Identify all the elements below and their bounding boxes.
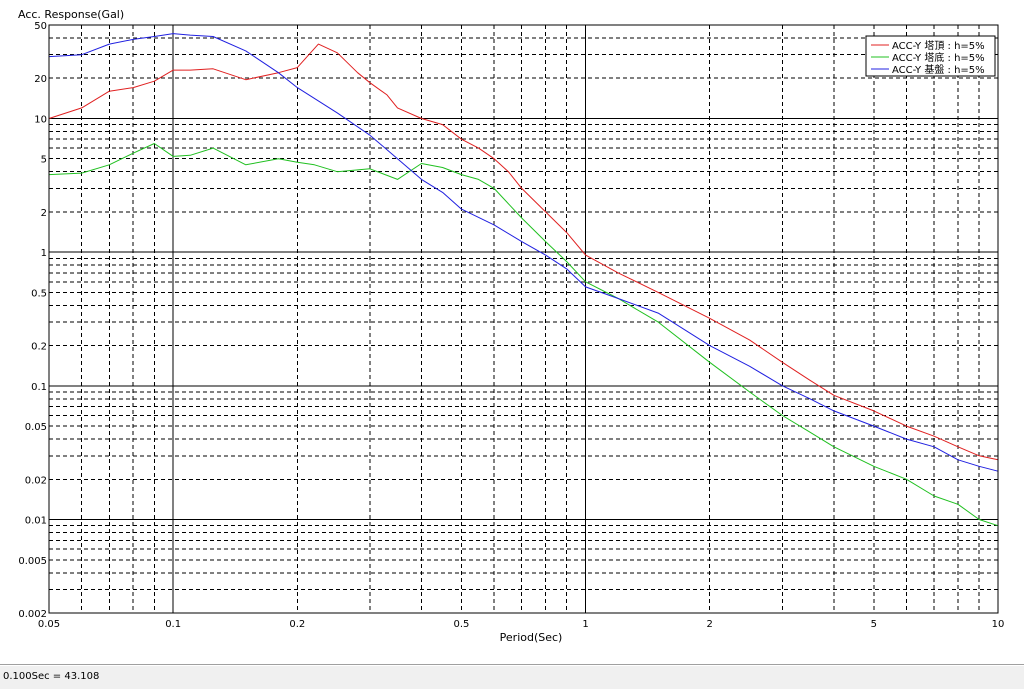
tick-labels: 0.05 0.1 0.2 0.5 1 2 5 10 50 20 10 5 2 1 0.5 0.2 0.1 0.05…: [18, 21, 1004, 630]
status-bar: 0.100Sec = 43.108: [0, 665, 1024, 689]
y-tick-label: 20: [34, 74, 47, 85]
x-tick-label: 5: [871, 619, 877, 630]
series-line-3: [48, 33, 999, 472]
legend-label: ACC-Y 塔頂 : h=5%: [892, 39, 985, 52]
x-tick-label: 10: [992, 619, 1005, 630]
status-readout: 0.100Sec = 43.108: [3, 671, 100, 682]
x-tick-label: 1: [582, 619, 588, 630]
x-tick-label: 0.5: [453, 619, 469, 630]
x-tick-label: 0.2: [289, 619, 305, 630]
y-tick-label: 0.02: [25, 475, 47, 486]
series-lines: [48, 33, 999, 527]
series-line-2: [48, 143, 999, 527]
y-tick-label: 0.05: [25, 422, 47, 433]
plot-frame: [48, 24, 999, 614]
response-spectrum-chart: 0.05 0.1 0.2 0.5 1 2 5 10 50 20 10 5 2 1 0.5 0.2 0.1 0.05…: [18, 8, 1004, 644]
y-tick-label: 2: [41, 208, 47, 219]
x-tick-label: 2: [707, 619, 713, 630]
y-tick-label: 1: [41, 248, 47, 259]
grid: [49, 25, 998, 613]
y-tick-label: 50: [34, 21, 47, 32]
x-tick-label: 0.05: [38, 619, 60, 630]
y-tick-label: 0.1: [31, 382, 47, 393]
legend-label: ACC-Y 塔底 : h=5%: [892, 51, 985, 64]
series-line-1: [48, 43, 999, 461]
legend-label: ACC-Y 基盤 : h=5%: [892, 63, 985, 76]
y-axis-title: Acc. Response(Gal): [18, 8, 124, 21]
legend: ACC-Y 塔頂 : h=5%ACC-Y 塔底 : h=5%ACC-Y 基盤 :…: [865, 35, 996, 77]
x-axis-title: Period(Sec): [500, 631, 563, 644]
y-tick-label: 10: [34, 114, 47, 125]
y-tick-label: 0.002: [18, 609, 47, 620]
y-tick-label: 5: [41, 155, 47, 166]
y-tick-label: 0.5: [31, 288, 47, 299]
x-tick-label: 0.1: [165, 619, 181, 630]
chart-window: 0.05 0.1 0.2 0.5 1 2 5 10 50 20 10 5 2 1 0.5 0.2 0.1 0.05…: [0, 0, 1024, 665]
y-tick-label: 0.2: [31, 342, 47, 353]
y-tick-label: 0.005: [18, 556, 47, 567]
y-tick-label: 0.01: [25, 516, 47, 527]
